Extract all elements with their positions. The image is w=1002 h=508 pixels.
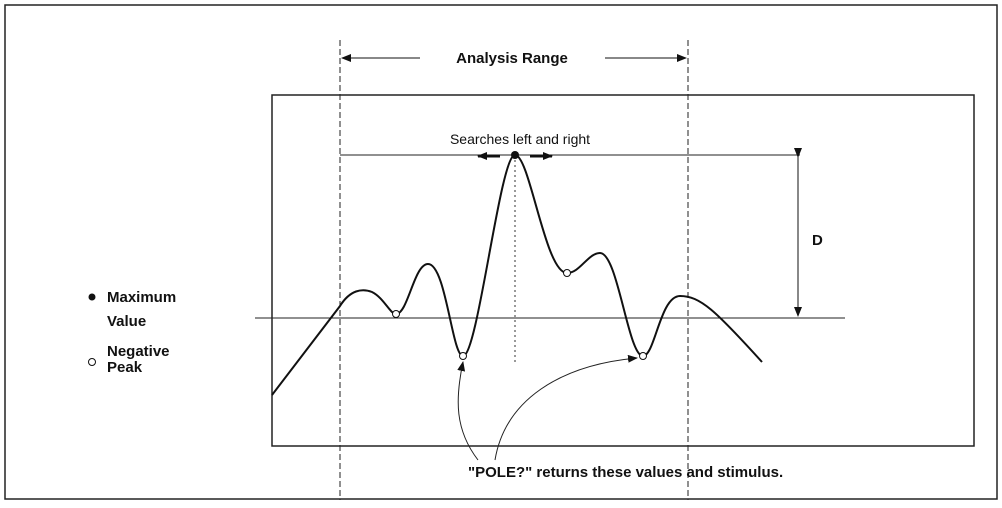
caption-arrow (457, 361, 479, 461)
screen-frame (271, 94, 975, 447)
legend-text: Negative (107, 343, 170, 360)
caption: "POLE?" returns these values and stimulu… (468, 464, 783, 481)
negative-peak (639, 352, 647, 360)
negative-peak (563, 269, 571, 277)
negative-peak (392, 310, 400, 318)
outer-frame (4, 4, 998, 500)
legend-text: Value (107, 313, 146, 330)
legend-filled-dot (88, 293, 96, 301)
negative-peak (459, 352, 467, 360)
search-label: Searches left and right (450, 131, 590, 147)
legend-text: Maximum (107, 289, 176, 306)
legend-text: Peak (107, 359, 143, 376)
max-point (511, 151, 519, 159)
distance-label: D (812, 232, 823, 249)
legend-open-dot (88, 358, 96, 366)
caption-arrow (494, 354, 638, 461)
range-label: Analysis Range (456, 50, 568, 67)
